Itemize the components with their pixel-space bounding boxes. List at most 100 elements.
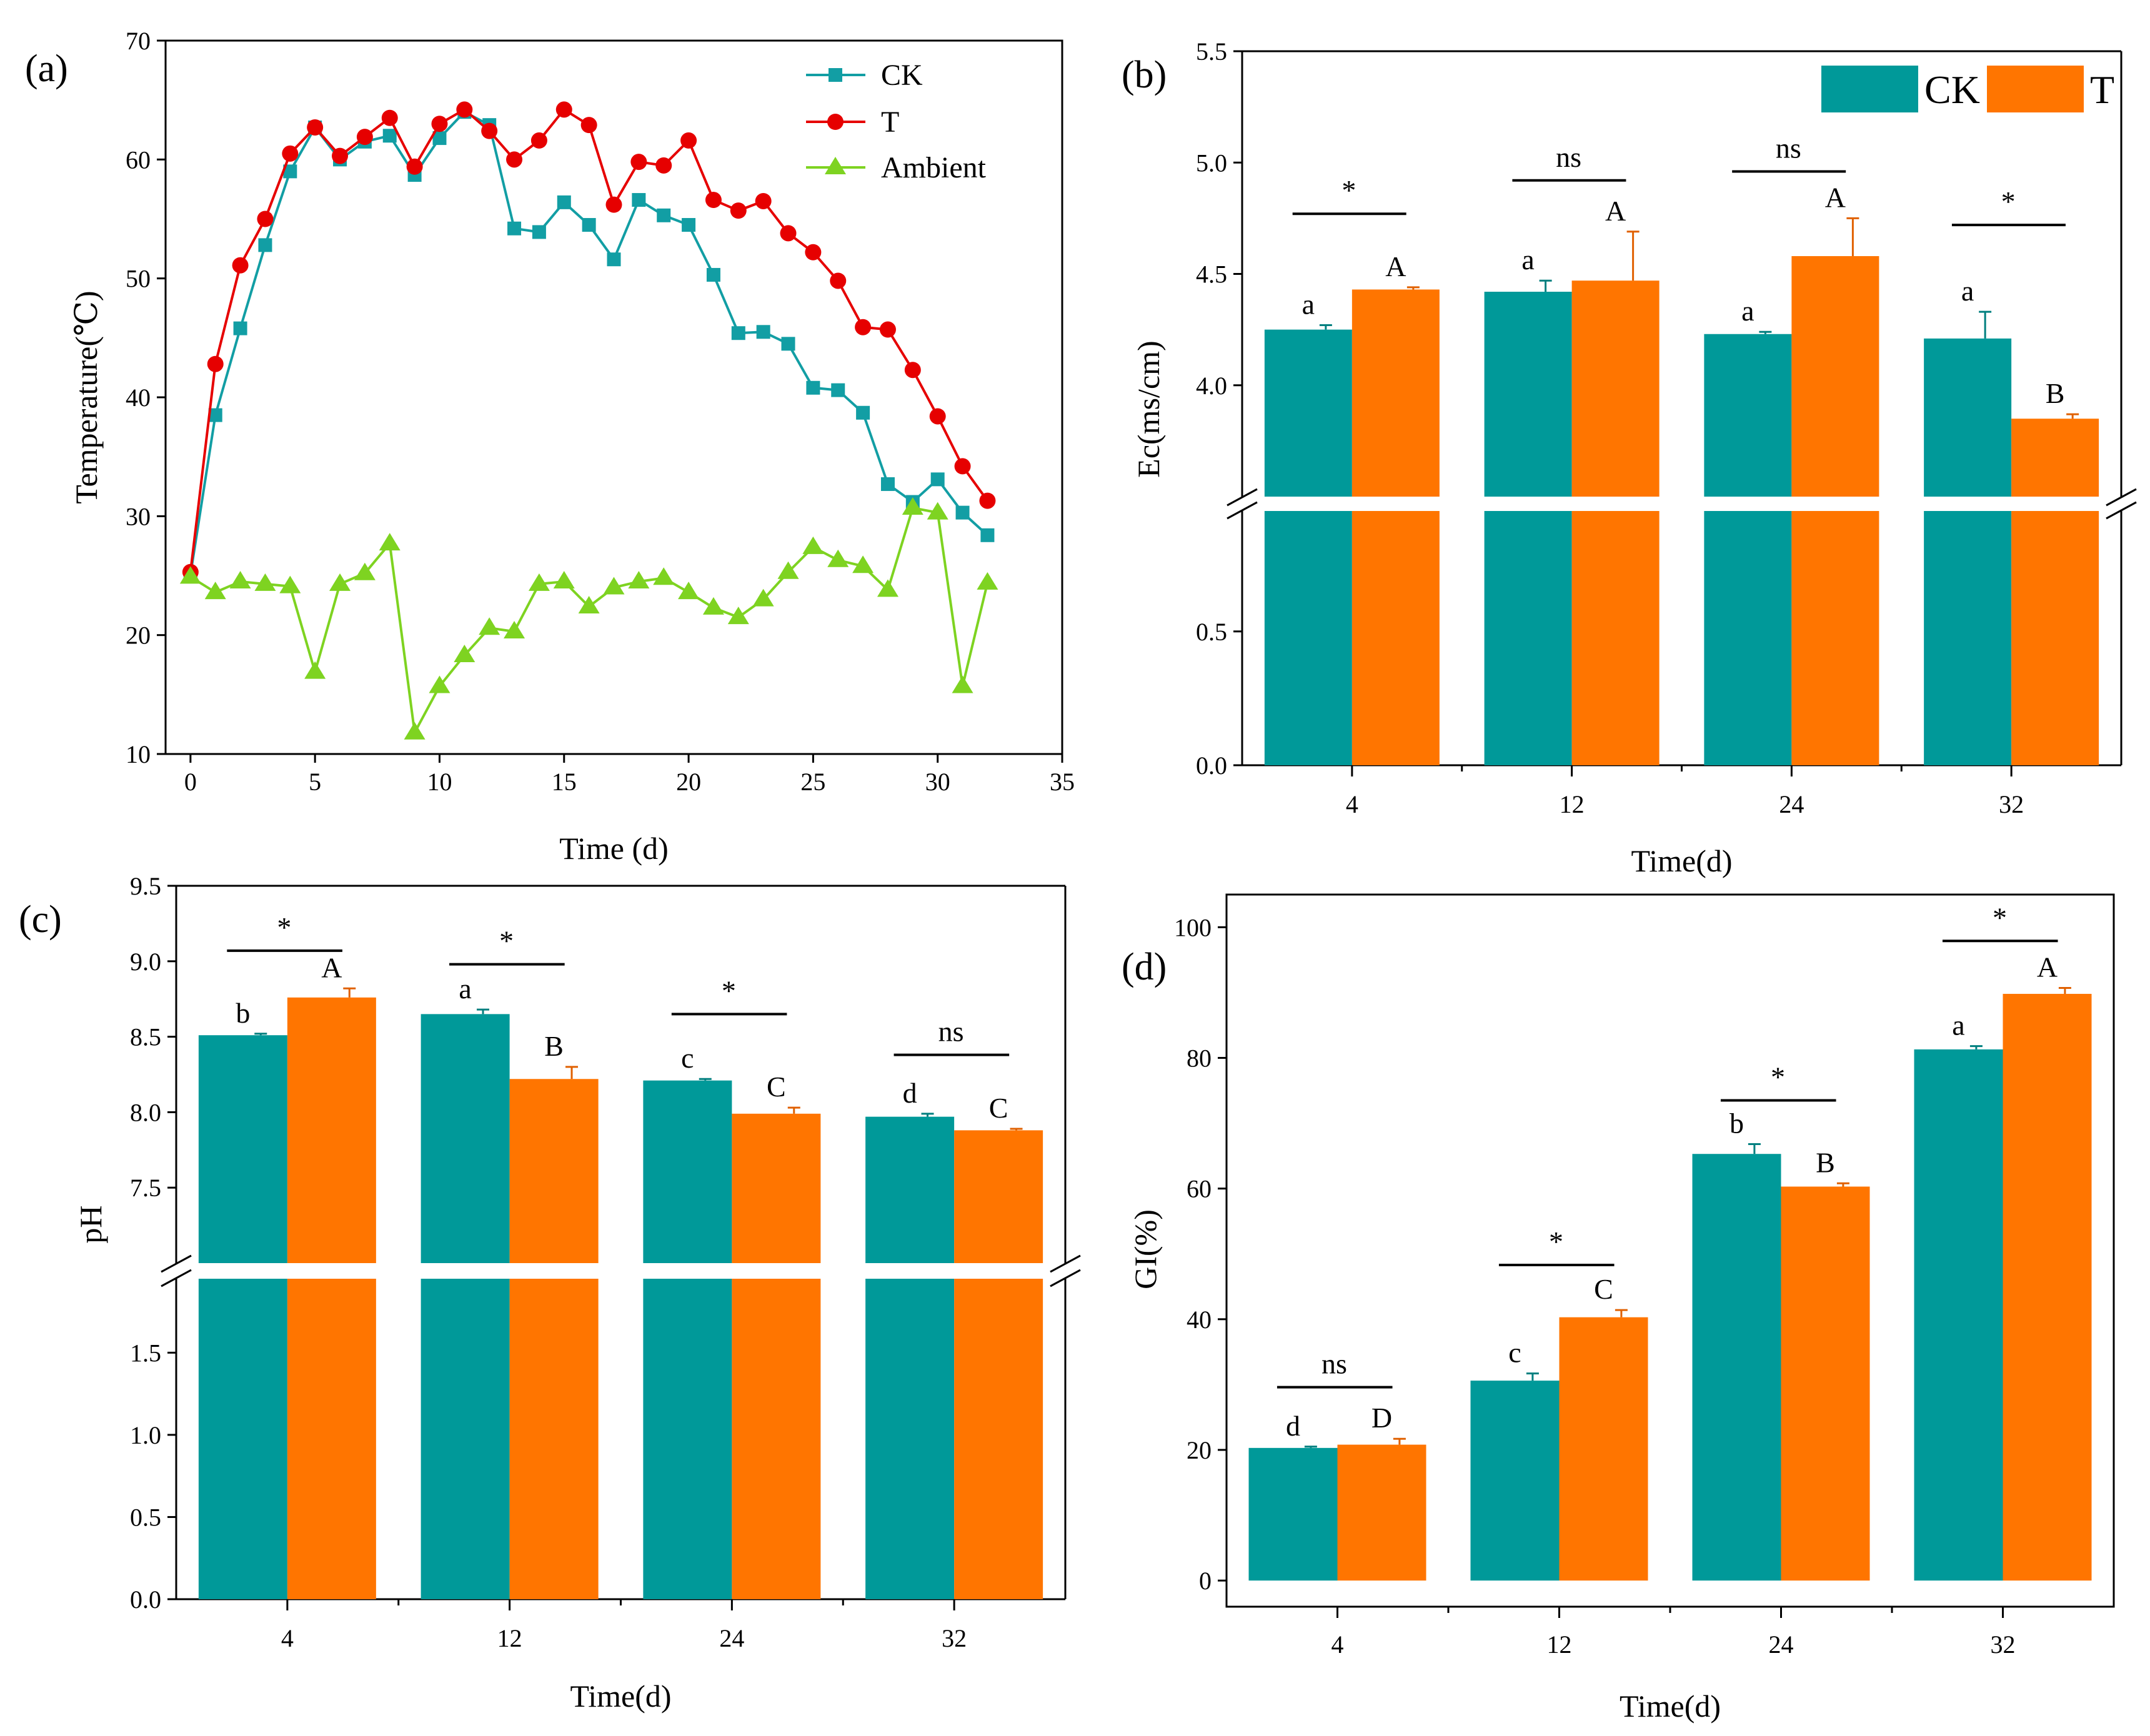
panel-d-gi-chart: d Dns 4 c C * 12 b B * 24 a A * 32 0 20 40 60 80 100 Time(d) G… [1122,893,2115,1724]
data-point [329,573,351,591]
data-point [553,571,575,589]
bar-t-upper [1351,289,1440,497]
significance-letter: C [767,1071,786,1103]
data-point [855,319,872,335]
bar-ck-lower [643,1279,732,1599]
data-point [354,562,376,580]
x-tick-label: 20 [676,768,701,796]
bar-ck [1470,1381,1560,1581]
bar-t-upper [287,997,376,1263]
y-tick-label: 1.0 [130,1421,161,1449]
significance-label: ns [938,1016,964,1048]
bar-t [2003,993,2092,1581]
axis-break-mark [1227,501,1258,520]
data-point [730,202,747,219]
y-tick-label: 20 [1187,1436,1212,1464]
panel-label: (a) [25,47,68,90]
data-point [479,617,500,635]
bar-t [1337,1444,1426,1581]
y-tick-label: 4.0 [1196,372,1227,400]
significance-letter: C [1594,1273,1613,1305]
axis-break-mark [2106,488,2137,507]
significance-letter: B [544,1030,564,1062]
x-axis-title: Time (d) [559,831,669,866]
data-point [829,68,842,82]
data-point [578,595,600,613]
data-point [603,577,625,595]
data-point [204,582,226,600]
data-point [555,101,572,118]
data-point [279,575,301,593]
significance-letter: a [1961,275,1974,307]
y-tick-label: 9.0 [130,948,161,976]
data-point [827,549,849,567]
data-point [304,661,326,679]
significance-letter: A [2037,951,2058,983]
bar-ck-upper [198,1035,287,1263]
data-point [307,119,324,136]
x-tick-label: 32 [942,1624,967,1652]
x-tick-label: 15 [552,768,577,796]
x-tick-label: 4 [1346,790,1358,818]
legend-label: CK [881,59,923,92]
data-point [705,192,722,209]
data-point [208,408,222,422]
data-point [879,321,896,338]
bar-ck-upper [643,1080,732,1263]
data-point [332,147,349,164]
bar-t [1559,1317,1648,1581]
y-tick-label: 70 [126,27,151,55]
significance-letter: a [459,973,471,1004]
data-point [852,555,874,573]
y-tick-label: 0.0 [1196,751,1227,780]
data-point [927,502,948,520]
bar-t-upper [1791,255,1879,497]
legend-label: CK [1924,67,1980,112]
data-point [628,571,650,589]
legend-swatch [1987,66,2084,112]
data-point [431,116,448,132]
significance-letter: a [1952,1009,1964,1041]
axis-break-mark [161,1254,192,1273]
data-point [655,157,672,174]
data-point [456,101,473,118]
x-tick-label: 24 [1779,790,1804,818]
x-tick-label: 4 [281,1624,294,1652]
data-point [780,225,797,242]
bar-t-upper [732,1113,821,1263]
bar-ck-lower [1924,511,2012,765]
y-axis-title: Ec(ms/cm) [1131,340,1166,477]
data-point [379,533,401,551]
data-point [481,122,498,139]
legend-item-t: T [1987,66,2114,112]
y-tick-label: 0 [1199,1567,1212,1595]
bar-ck-lower [1484,511,1572,765]
x-tick-label: 12 [497,1624,522,1652]
data-point [653,567,675,585]
bar-t-lower [287,1279,376,1599]
data-point [980,528,995,542]
x-axis-title: Time(d) [1631,843,1732,878]
significance-letter: a [1521,244,1534,275]
data-point [657,208,671,222]
panel-a-temperature-chart: 0 5 10 15 20 25 30 35 10 20 30 40 50 60 70 Time (d) Temp… [25,27,1075,866]
significance-label: * [722,975,736,1006]
significance-letter: d [903,1077,917,1109]
data-point [257,211,274,227]
data-point [877,579,898,597]
data-point [429,675,450,693]
data-point [755,192,772,209]
y-tick-label: 7.5 [130,1174,161,1202]
legend-swatch [1821,66,1918,112]
x-tick-label: 32 [1999,790,2024,818]
y-tick-label: 0.0 [130,1585,161,1614]
bar-t-lower [509,1279,599,1599]
data-point [254,573,276,591]
significance-label: ns [1776,132,1801,164]
bar-t-lower [1791,511,1879,765]
y-tick-label: 100 [1174,913,1212,941]
significance-letter: b [236,997,250,1029]
x-tick-label: 10 [427,768,452,796]
data-point [607,252,621,267]
axis-break-mark [1227,488,1258,507]
